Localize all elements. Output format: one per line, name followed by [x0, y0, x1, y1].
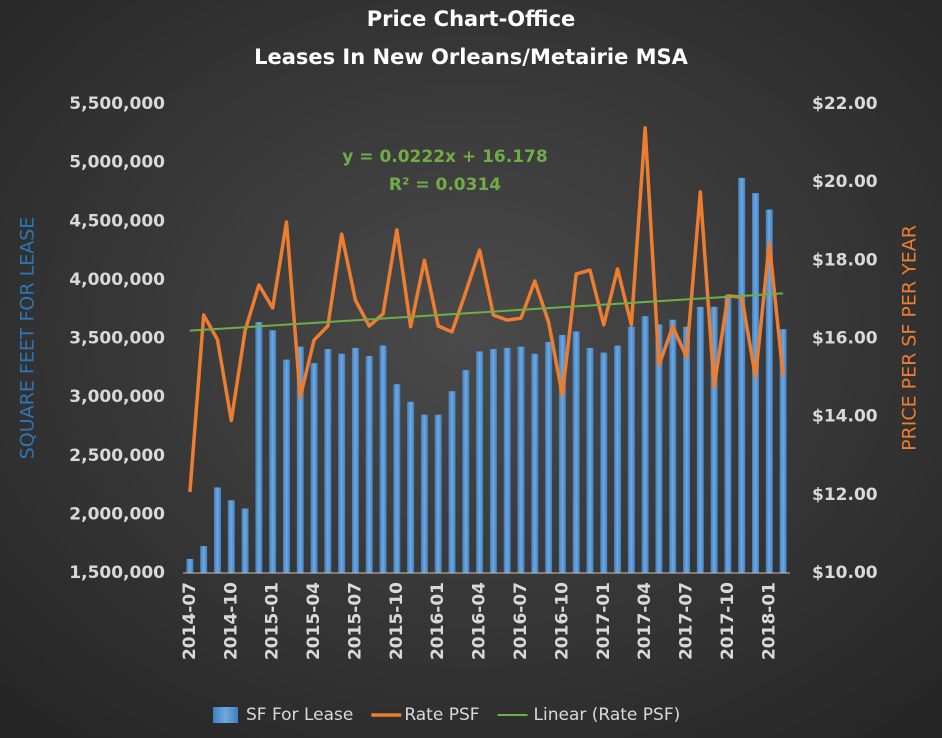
bar — [627, 326, 635, 573]
bar — [545, 342, 553, 573]
x-tick-label: 2017-07 — [677, 582, 697, 660]
bar — [572, 331, 580, 573]
x-tick-label: 2014-10 — [221, 582, 241, 660]
x-tick-label: 2015-04 — [304, 582, 324, 660]
chart-subtitle: Leases In New Orleans/Metairie MSA — [254, 45, 689, 69]
bar — [241, 508, 249, 573]
x-tick-label: 2016-01 — [428, 582, 448, 660]
bar — [227, 500, 235, 573]
x-tick-label: 2015-01 — [263, 582, 283, 660]
bar — [282, 359, 290, 573]
bar — [310, 363, 318, 573]
bar — [558, 334, 566, 573]
legend-label: SF For Lease — [246, 705, 353, 725]
x-tick-label: 2015-07 — [345, 582, 365, 660]
legend-label: Rate PSF — [404, 705, 479, 725]
line — [188, 126, 785, 493]
bar — [269, 330, 277, 573]
x-tick-label: 2017-04 — [635, 582, 655, 660]
y-axis-label: SQUARE FEET FOR LEASE — [17, 217, 39, 460]
bar — [448, 391, 456, 573]
y2-tick-label: $22.00 — [812, 94, 878, 114]
bar — [213, 487, 221, 573]
y-tick-label: 4,000,000 — [69, 270, 165, 290]
trendline — [189, 292, 784, 332]
y2-axis-label: PRICE PER SF PER YEAR — [899, 225, 921, 451]
x-tick-label: 2018-01 — [759, 582, 779, 660]
bar — [683, 326, 691, 573]
bar — [531, 353, 539, 573]
bar — [393, 384, 401, 573]
bar — [600, 352, 608, 573]
bar — [696, 306, 704, 573]
bar — [255, 322, 263, 573]
bar — [296, 346, 304, 573]
y2-tick-label: $12.00 — [812, 485, 878, 505]
y-tick-label: 2,000,000 — [69, 504, 165, 524]
bar — [765, 209, 773, 573]
bar — [379, 345, 387, 573]
bar — [655, 324, 663, 573]
y-tick-label: 4,500,000 — [69, 211, 165, 231]
annotation: y = 0.0222x + 16.178 — [342, 147, 547, 167]
legend-swatch — [213, 707, 238, 723]
bar — [351, 347, 359, 573]
x-tick-label: 2015-10 — [387, 582, 407, 660]
x-tick-label: 2016-10 — [552, 582, 572, 660]
bar — [200, 546, 208, 573]
legend-label: Linear (Rate PSF) — [534, 705, 681, 725]
x-tick-label: 2017-10 — [718, 582, 738, 660]
bar — [724, 295, 732, 573]
bar — [752, 193, 760, 574]
y-tick-label: 5,500,000 — [69, 94, 165, 114]
y2-tick-label: $20.00 — [812, 172, 878, 192]
y-tick-label: 3,500,000 — [69, 329, 165, 349]
bar — [324, 349, 332, 573]
bar — [710, 306, 718, 573]
bar — [503, 347, 511, 573]
y-tick-label: 2,500,000 — [69, 446, 165, 466]
x-tick-label: 2016-04 — [470, 582, 490, 660]
bar — [779, 329, 787, 573]
bar — [476, 351, 484, 573]
x-tick-label: 2014-07 — [180, 582, 200, 660]
bar — [462, 370, 470, 573]
bar — [517, 346, 525, 573]
bar — [186, 558, 194, 573]
x-tick-label: 2016-07 — [511, 582, 531, 660]
x-tick-label: 2017-01 — [594, 582, 614, 660]
bar — [420, 414, 428, 573]
y-tick-label: 1,500,000 — [69, 563, 165, 583]
chart-title: Price Chart-Office — [367, 7, 576, 31]
bar — [669, 319, 677, 573]
bar — [489, 349, 497, 573]
bar — [586, 347, 594, 573]
bar — [614, 345, 622, 573]
y2-tick-label: $10.00 — [812, 563, 878, 583]
bar — [338, 353, 346, 573]
y2-tick-label: $14.00 — [812, 407, 878, 427]
y2-tick-label: $18.00 — [812, 250, 878, 270]
bar — [407, 401, 415, 573]
bar — [365, 356, 373, 573]
y2-tick-label: $16.00 — [812, 329, 878, 349]
bar — [641, 316, 649, 573]
bar — [434, 414, 442, 573]
annotation: R² = 0.0314 — [389, 175, 501, 195]
y-tick-label: 3,000,000 — [69, 387, 165, 407]
y-tick-label: 5,000,000 — [69, 153, 165, 173]
bar — [738, 177, 746, 573]
